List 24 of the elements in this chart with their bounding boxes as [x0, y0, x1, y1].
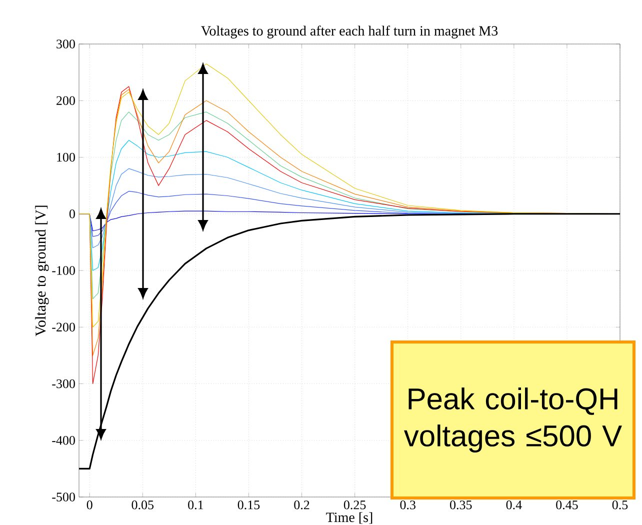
chart-title: Voltages to ground after each half turn in magnet M3	[201, 26, 498, 38]
x-tick-label: 0.5	[612, 500, 628, 510]
y-tick-label: -100	[52, 266, 75, 275]
y-tick-label: 0	[69, 209, 75, 218]
annotation: Peak coil-to-QH voltages ≤500 V	[404, 388, 622, 452]
x-tick-label: 0.3	[400, 500, 416, 510]
x-tick-label: 0.05	[132, 500, 154, 510]
x-tick-label: 0.45	[556, 500, 578, 510]
y-tick-label: -500	[52, 492, 75, 502]
x-tick-label: 0.25	[344, 500, 366, 510]
y-tick-label: -300	[52, 379, 75, 388]
y-axis-title: Voltage to ground [V]	[35, 206, 49, 336]
y-tick-label: 100	[57, 152, 75, 162]
x-tick-label: 0.35	[450, 500, 472, 510]
x-tick-label: 0.1	[188, 500, 204, 510]
x-tick-label: 0.4	[506, 500, 522, 510]
y-tick-label: 200	[56, 96, 75, 106]
y-tick-label: -200	[52, 322, 75, 332]
x-tick-label: 0	[86, 500, 92, 510]
x-axis-title: Time [s]	[326, 512, 372, 524]
x-tick-label: 0.2	[294, 500, 310, 510]
x-tick-label: 0.15	[238, 500, 260, 510]
y-tick-label: 300	[56, 40, 75, 48]
y-tick-label: -400	[52, 436, 75, 445]
